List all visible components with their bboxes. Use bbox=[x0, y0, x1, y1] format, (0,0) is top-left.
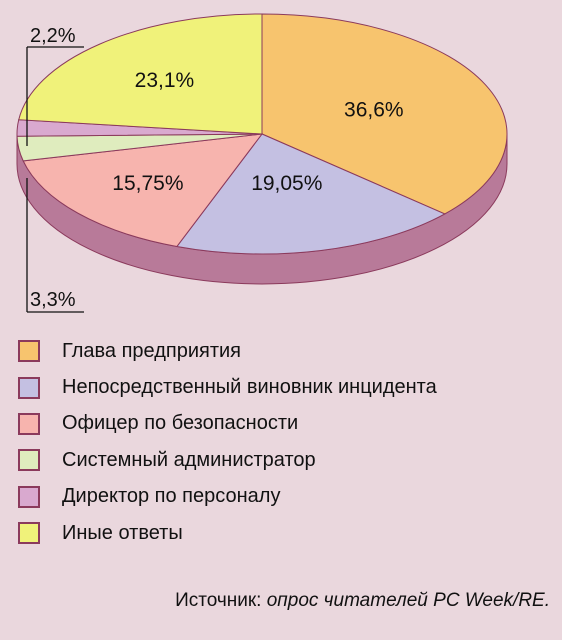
legend-item-sysadmin: Системный администратор bbox=[18, 442, 437, 478]
pie-chart: 36,6% 19,05% 15,75% 23,1% 2,2% 3,3% bbox=[16, 13, 508, 313]
legend: Глава предприятия Непосредственный винов… bbox=[18, 333, 437, 551]
legend-swatch bbox=[18, 340, 40, 363]
callout-label: 3,3% bbox=[30, 289, 76, 311]
legend-label: Глава предприятия bbox=[62, 339, 242, 362]
legend-swatch bbox=[18, 449, 40, 472]
slice-value-label: 36,6% bbox=[344, 98, 404, 121]
legend-swatch bbox=[18, 376, 40, 399]
legend-item-head: Глава предприятия bbox=[18, 333, 437, 369]
slice-security-officer bbox=[22, 133, 264, 248]
legend-label: Офицер по безопасности bbox=[62, 412, 299, 435]
legend-label: Непосредственный виновник инцидента bbox=[62, 376, 437, 399]
legend-label: Системный администратор bbox=[62, 448, 316, 471]
legend-item-culprit: Непосредственный виновник инцидента bbox=[18, 369, 437, 405]
legend-swatch bbox=[18, 522, 40, 545]
legend-item-security-officer: Офицер по безопасности bbox=[18, 406, 437, 442]
slice-value-label: 15,75% bbox=[112, 172, 183, 195]
slice-value-label: 23,1% bbox=[135, 69, 195, 92]
source-note: Источник: опрос читателей PC Week/RE. bbox=[175, 590, 550, 612]
slice-culprit bbox=[175, 133, 446, 255]
source-prefix: Источник: bbox=[175, 590, 267, 611]
source-text: опрос читателей PC Week/RE. bbox=[266, 590, 550, 611]
slice-head bbox=[261, 13, 508, 215]
legend-label: Иные ответы bbox=[62, 521, 183, 544]
slice-value-label: 19,05% bbox=[251, 172, 322, 195]
legend-item-hr-director: Директор по персоналу bbox=[18, 479, 437, 515]
legend-label: Директор по персоналу bbox=[62, 485, 281, 508]
legend-swatch bbox=[18, 485, 40, 508]
callout-label: 2,2% bbox=[30, 25, 76, 47]
legend-item-other: Иные ответы bbox=[18, 515, 437, 551]
legend-swatch bbox=[18, 412, 40, 435]
